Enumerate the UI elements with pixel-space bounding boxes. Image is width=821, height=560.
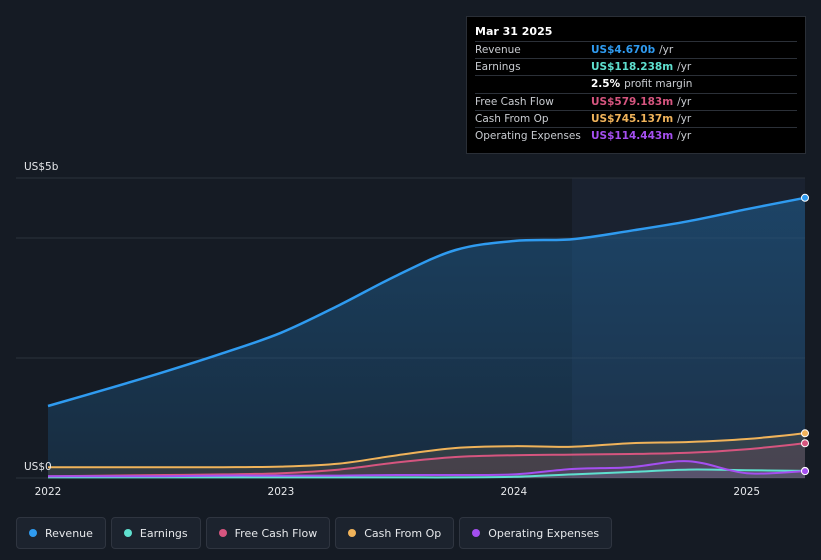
y-axis-bottom-label: US$0	[24, 461, 52, 473]
series-endpoints	[801, 193, 809, 476]
tooltip-row: Operating Expenses US$114.443m/yr	[475, 126, 797, 144]
legend-dot-icon	[29, 529, 37, 537]
data-tooltip: Mar 31 2025 Revenue US$4.670b/yr Earnings U…	[466, 16, 806, 154]
cashflow-chart: US$5b US$0 2022 2023 2024 2025	[16, 161, 809, 498]
tooltip-label: Operating Expenses	[475, 129, 581, 142]
legend-item-earnings[interactable]: Earnings	[110, 517, 201, 549]
tooltip-value: US$114.443m	[591, 129, 674, 142]
tooltip-row: 2.5% profit margin	[475, 75, 797, 92]
legend-item-revenue[interactable]: Revenue	[16, 517, 106, 549]
legend-label: Earnings	[139, 526, 188, 540]
tooltip-label: Free Cash Flow	[475, 95, 554, 108]
x-tick-label: 2022	[35, 486, 62, 498]
earnings-area	[48, 469, 805, 478]
operating-expenses-area	[48, 461, 805, 478]
legend-item-cash-from-op[interactable]: Cash From Op	[335, 517, 455, 549]
tooltip-value: US$579.183m	[591, 95, 674, 108]
cash-from-op-endpoint	[801, 429, 809, 438]
legend-item-free-cash-flow[interactable]: Free Cash Flow	[205, 517, 331, 549]
tooltip-unit: /yr	[677, 61, 692, 74]
tooltip-label: Revenue	[475, 44, 521, 56]
legend-item-operating-expenses[interactable]: Operating Expenses	[459, 517, 613, 549]
tooltip-unit: /yr	[677, 95, 692, 108]
free-cash-flow-area	[48, 443, 805, 478]
tooltip-label: Cash From Op	[475, 112, 549, 125]
chart-legend: Revenue Earnings Free Cash Flow Cash From O…	[16, 517, 613, 549]
legend-label: Revenue	[45, 526, 93, 540]
tooltip-unit: /yr	[659, 44, 674, 56]
tooltip-unit: /yr	[677, 129, 692, 142]
cash-from-op-line	[48, 432, 806, 469]
tooltip-value: 2.5%	[591, 78, 621, 91]
revenue-endpoint	[801, 193, 809, 202]
revenue-line	[47, 196, 806, 408]
tooltip-row: Earnings US$118.238m/yr	[475, 58, 797, 75]
tooltip-value: US$4.670b	[591, 44, 656, 56]
free-cash-flow-endpoint	[801, 439, 809, 448]
legend-label: Cash From Op	[364, 526, 442, 540]
tooltip-label: Earnings	[475, 61, 521, 74]
tooltip-rows: Revenue US$4.670b/yr Earnings US$118.238m/y…	[475, 41, 797, 144]
earnings-line	[47, 468, 806, 479]
free-cash-flow-line	[47, 442, 806, 478]
x-tick-label: 2024	[500, 486, 527, 498]
legend-label: Free Cash Flow	[234, 526, 318, 540]
series-areas	[48, 197, 805, 479]
tooltip-row: Free Cash Flow US$579.183m/yr	[475, 92, 797, 110]
operating-expenses-endpoint	[801, 467, 809, 476]
legend-label: Operating Expenses	[488, 526, 600, 540]
tooltip-row: Revenue US$4.670b/yr	[475, 41, 797, 58]
legend-dot-icon	[218, 529, 227, 537]
tooltip-unit: profit margin	[624, 78, 693, 91]
tooltip-value: US$118.238m	[591, 61, 674, 74]
y-axis-top-label: US$5b	[24, 161, 59, 173]
x-tick-label: 2023	[268, 486, 295, 498]
tooltip-row: Cash From Op US$745.137m/yr	[475, 109, 797, 127]
tooltip-date: Mar 31 2025	[475, 25, 553, 38]
x-axis-ticks: 2022 2023 2024 2025	[35, 486, 761, 498]
tooltip-unit: /yr	[677, 112, 692, 125]
x-tick-label: 2025	[733, 486, 760, 498]
series-lines	[47, 196, 806, 479]
tooltip-value: US$745.137m	[591, 112, 674, 125]
legend-dot-icon	[472, 529, 481, 537]
legend-dot-icon	[123, 529, 132, 537]
legend-dot-icon	[348, 529, 357, 537]
operating-expenses-line	[48, 460, 806, 478]
revenue-area	[48, 197, 805, 479]
